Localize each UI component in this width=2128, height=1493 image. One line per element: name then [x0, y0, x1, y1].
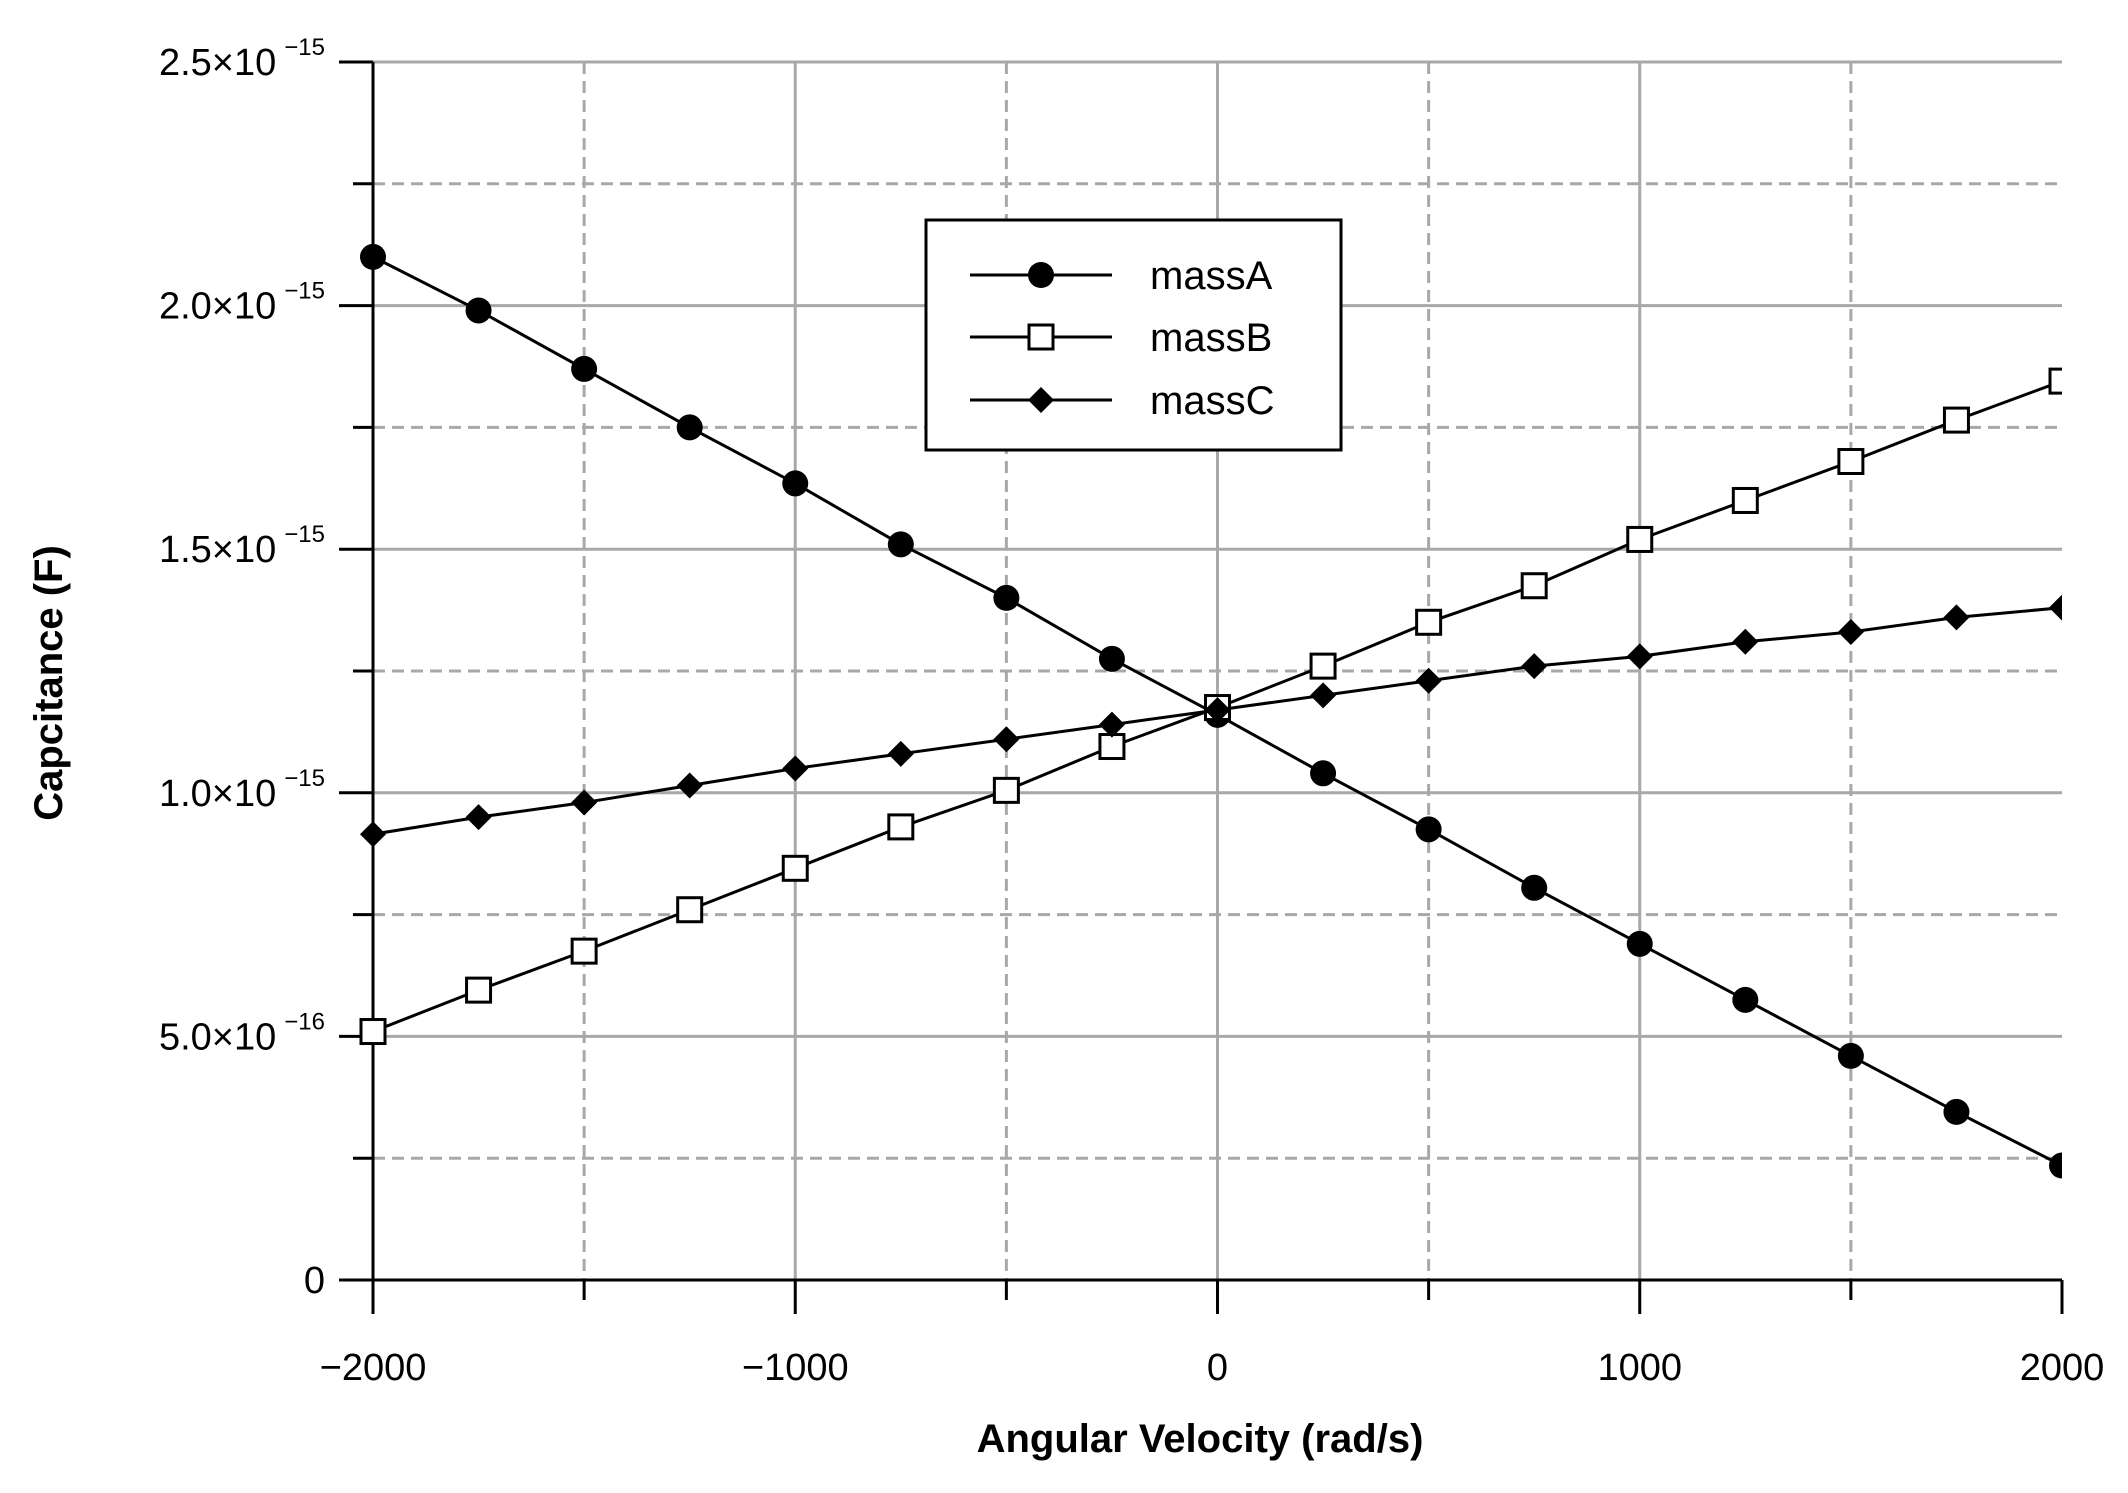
legend-label-massC: massC [1150, 379, 1274, 423]
data-point-massC [1310, 682, 1337, 709]
data-point-massA [1837, 1042, 1864, 1069]
legend: massA massB massC [924, 218, 1343, 452]
data-point-massC [1837, 619, 1864, 646]
data-point-massA [1521, 874, 1548, 901]
legend-marker-massB [1027, 323, 1055, 351]
data-point-massB [1309, 652, 1337, 680]
data-point-massA [465, 297, 492, 324]
y-axis-title: Capcitance (F) [27, 545, 71, 821]
data-point-massC [2049, 594, 2062, 621]
data-point-massC [1732, 628, 1759, 655]
legend-label-massA: massA [1150, 254, 1273, 298]
data-point-massB [887, 813, 915, 841]
data-point-massC [1415, 667, 1442, 694]
data-point-massA [1626, 930, 1653, 957]
x-tick-label: −1000 [742, 1347, 849, 1389]
data-point-massA [360, 243, 386, 270]
data-point-massC [993, 726, 1020, 753]
data-point-massB [1837, 448, 1865, 476]
data-point-massA [571, 355, 598, 382]
data-point-massA [1310, 760, 1337, 787]
data-point-massA [1732, 986, 1759, 1013]
data-point-massA [1943, 1098, 1970, 1125]
y-tick-label: 2.5×10 −15 [159, 34, 325, 84]
y-tick-label: 1.5×10 −15 [159, 521, 325, 571]
data-point-massB [2048, 367, 2062, 395]
axes: 0 5.0×10 −16 1.0×10 −15 1.5×10 −15 2.0×10 −15 2.5… [159, 34, 2104, 1389]
data-point-massC [887, 740, 914, 767]
series-massC [360, 594, 2062, 848]
legend-marker-massA [1028, 262, 1054, 288]
data-point-massB [359, 1018, 387, 1046]
grid [373, 60, 2062, 1280]
data-point-massB [570, 937, 598, 965]
data-point-massA [782, 470, 809, 497]
y-tick-label: 0 [304, 1260, 325, 1302]
data-point-massB [1415, 608, 1443, 636]
data-point-massC [465, 804, 492, 831]
data-point-massB [1626, 525, 1654, 553]
x-tick-label: −2000 [320, 1347, 427, 1389]
data-point-massC [1943, 604, 1970, 631]
legend-label-massB: massB [1150, 316, 1272, 360]
data-point-massB [1731, 486, 1759, 514]
x-axis-title: Angular Velocity (rad/s) [977, 1417, 1424, 1461]
series-layer [359, 243, 2062, 1179]
data-point-massB [1942, 406, 1970, 434]
y-tick-label: 1.0×10 −15 [159, 765, 325, 815]
data-point-massB [1520, 572, 1548, 600]
legend-marker-massC [1028, 387, 1054, 413]
data-point-massC [360, 821, 386, 848]
series-massB [359, 367, 2062, 1046]
y-tick-label: 5.0×10 −16 [159, 1008, 325, 1058]
data-point-massC [571, 789, 598, 816]
data-point-massB [992, 776, 1020, 804]
x-tick-label: 1000 [1597, 1347, 1682, 1389]
legend-box [924, 218, 1343, 452]
data-point-massB [465, 976, 493, 1004]
data-point-massC [1098, 711, 1125, 738]
data-point-massB [1098, 733, 1126, 761]
data-point-massB [676, 896, 704, 924]
data-point-massC [782, 755, 809, 782]
x-tick-label: 2000 [2020, 1347, 2105, 1389]
data-point-massB [781, 854, 809, 882]
data-point-massC [676, 772, 703, 799]
data-point-massA [2049, 1152, 2062, 1179]
data-point-massA [676, 414, 703, 441]
data-point-massC [1204, 696, 1231, 723]
y-tick-label: 2.0×10 −15 [159, 278, 325, 328]
data-point-massA [887, 531, 914, 558]
data-point-massC [1521, 653, 1548, 680]
data-point-massC [1626, 643, 1653, 670]
x-tick-label: 0 [1207, 1347, 1228, 1389]
data-point-massA [1415, 816, 1442, 843]
data-point-massA [1098, 645, 1125, 672]
data-point-massA [993, 584, 1020, 611]
